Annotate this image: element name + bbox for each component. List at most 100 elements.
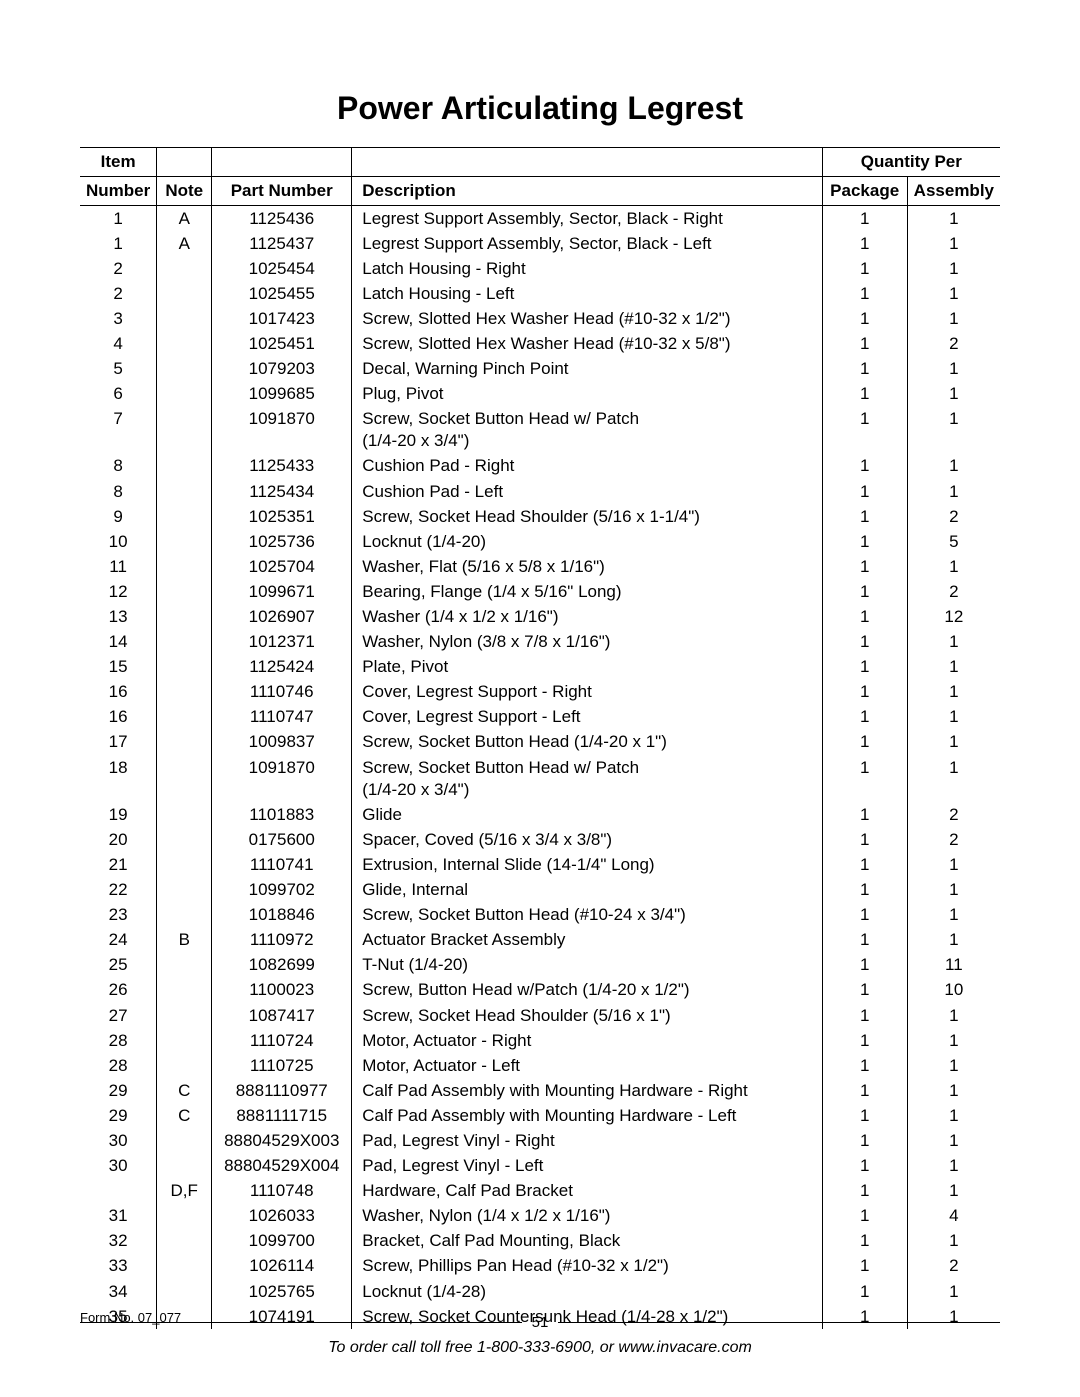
header-part: Part Number	[212, 177, 352, 206]
table-row: 3088804529X004Pad, Legrest Vinyl - Left1…	[80, 1154, 1000, 1179]
cell-desc: Screw, Socket Button Head w/ Patch (1/4-…	[352, 755, 822, 802]
cell-note	[157, 454, 212, 479]
cell-pkg: 1	[822, 878, 907, 903]
cell-note	[157, 256, 212, 281]
cell-pkg: 1	[822, 331, 907, 356]
table-row: 91025351Screw, Socket Head Shoulder (5/1…	[80, 504, 1000, 529]
cell-note	[157, 903, 212, 928]
cell-item: 3	[80, 306, 157, 331]
cell-asm: 1	[907, 306, 1000, 331]
cell-pkg: 1	[822, 306, 907, 331]
cell-desc: Glide, Internal	[352, 878, 822, 903]
cell-desc: Washer, Nylon (1/4 x 1/2 x 1/16")	[352, 1204, 822, 1229]
cell-note	[157, 407, 212, 454]
table-row: 281110724Motor, Actuator - Right11	[80, 1028, 1000, 1053]
cell-note	[157, 878, 212, 903]
table-row: D,F1110748Hardware, Calf Pad Bracket11	[80, 1179, 1000, 1204]
table-row: 101025736Locknut (1/4-20)15	[80, 529, 1000, 554]
cell-item: 13	[80, 605, 157, 630]
table-row: 29C8881111715Calf Pad Assembly with Moun…	[80, 1103, 1000, 1128]
cell-pkg: 1	[822, 630, 907, 655]
cell-item: 21	[80, 852, 157, 877]
cell-pkg: 1	[822, 1028, 907, 1053]
cell-note	[157, 504, 212, 529]
cell-note: D,F	[157, 1179, 212, 1204]
cell-asm: 1	[907, 928, 1000, 953]
cell-part: 1009837	[212, 730, 352, 755]
cell-pkg: 1	[822, 357, 907, 382]
cell-asm: 1	[907, 680, 1000, 705]
cell-item: 16	[80, 705, 157, 730]
cell-desc: Glide	[352, 802, 822, 827]
cell-item: 25	[80, 953, 157, 978]
cell-item: 31	[80, 1204, 157, 1229]
cell-pkg: 1	[822, 206, 907, 232]
cell-desc: Calf Pad Assembly with Mounting Hardware…	[352, 1103, 822, 1128]
table-row: 271087417Screw, Socket Head Shoulder (5/…	[80, 1003, 1000, 1028]
cell-asm: 2	[907, 1254, 1000, 1279]
form-number: Form No. 07_077	[80, 1310, 181, 1325]
cell-desc: Locknut (1/4-28)	[352, 1279, 822, 1304]
table-row: 161110746Cover, Legrest Support - Right1…	[80, 680, 1000, 705]
cell-part: 1091870	[212, 407, 352, 454]
cell-desc: Screw, Socket Button Head (#10-24 x 3/4"…	[352, 903, 822, 928]
cell-asm: 2	[907, 827, 1000, 852]
page-title: Power Articulating Legrest	[80, 90, 1000, 127]
cell-desc: Bearing, Flange (1/4 x 5/16" Long)	[352, 579, 822, 604]
cell-item: 2	[80, 281, 157, 306]
cell-pkg: 1	[822, 1103, 907, 1128]
cell-asm: 1	[907, 730, 1000, 755]
table-row: 81125434Cushion Pad - Left11	[80, 479, 1000, 504]
cell-item: 8	[80, 454, 157, 479]
cell-note	[157, 357, 212, 382]
table-row: 121099671Bearing, Flange (1/4 x 5/16" Lo…	[80, 579, 1000, 604]
table-row: 211110741Extrusion, Internal Slide (14-1…	[80, 852, 1000, 877]
cell-note	[157, 852, 212, 877]
cell-pkg: 1	[822, 1179, 907, 1204]
cell-item: 28	[80, 1028, 157, 1053]
cell-item: 28	[80, 1053, 157, 1078]
order-info: To order call toll free 1-800-333-6900, …	[80, 1339, 1000, 1357]
cell-desc: Pad, Legrest Vinyl - Right	[352, 1128, 822, 1153]
cell-desc: Cover, Legrest Support - Left	[352, 705, 822, 730]
cell-desc: Washer (1/4 x 1/2 x 1/16")	[352, 605, 822, 630]
cell-desc: Screw, Slotted Hex Washer Head (#10-32 x…	[352, 331, 822, 356]
table-row: 181091870Screw, Socket Button Head w/ Pa…	[80, 755, 1000, 802]
parts-table: Item Quantity Per Number Note Part Numbe…	[80, 147, 1000, 1329]
header-pkg: Package	[822, 177, 907, 206]
cell-desc: T-Nut (1/4-20)	[352, 953, 822, 978]
table-row: 261100023Screw, Button Head w/Patch (1/4…	[80, 978, 1000, 1003]
table-row: 21025455Latch Housing - Left11	[80, 281, 1000, 306]
header-desc: Description	[352, 177, 822, 206]
cell-item: 17	[80, 730, 157, 755]
cell-part: 1110972	[212, 928, 352, 953]
cell-part: 1125436	[212, 206, 352, 232]
cell-note	[157, 630, 212, 655]
cell-pkg: 1	[822, 1279, 907, 1304]
cell-asm: 1	[907, 281, 1000, 306]
cell-item: 22	[80, 878, 157, 903]
cell-desc: Actuator Bracket Assembly	[352, 928, 822, 953]
cell-note: B	[157, 928, 212, 953]
cell-part: 1125434	[212, 479, 352, 504]
cell-asm: 5	[907, 529, 1000, 554]
cell-pkg: 1	[822, 479, 907, 504]
cell-item: 29	[80, 1078, 157, 1103]
cell-part: 1099702	[212, 878, 352, 903]
cell-part: 8881111715	[212, 1103, 352, 1128]
cell-pkg: 1	[822, 231, 907, 256]
cell-note	[157, 755, 212, 802]
cell-pkg: 1	[822, 256, 907, 281]
cell-asm: 2	[907, 331, 1000, 356]
cell-item: 12	[80, 579, 157, 604]
cell-item: 19	[80, 802, 157, 827]
cell-desc: Decal, Warning Pinch Point	[352, 357, 822, 382]
cell-pkg: 1	[822, 705, 907, 730]
cell-note	[157, 1003, 212, 1028]
cell-part: 1110725	[212, 1053, 352, 1078]
cell-desc: Screw, Slotted Hex Washer Head (#10-32 x…	[352, 306, 822, 331]
cell-desc: Cushion Pad - Left	[352, 479, 822, 504]
cell-pkg: 1	[822, 1154, 907, 1179]
cell-pkg: 1	[822, 281, 907, 306]
cell-asm: 1	[907, 1103, 1000, 1128]
